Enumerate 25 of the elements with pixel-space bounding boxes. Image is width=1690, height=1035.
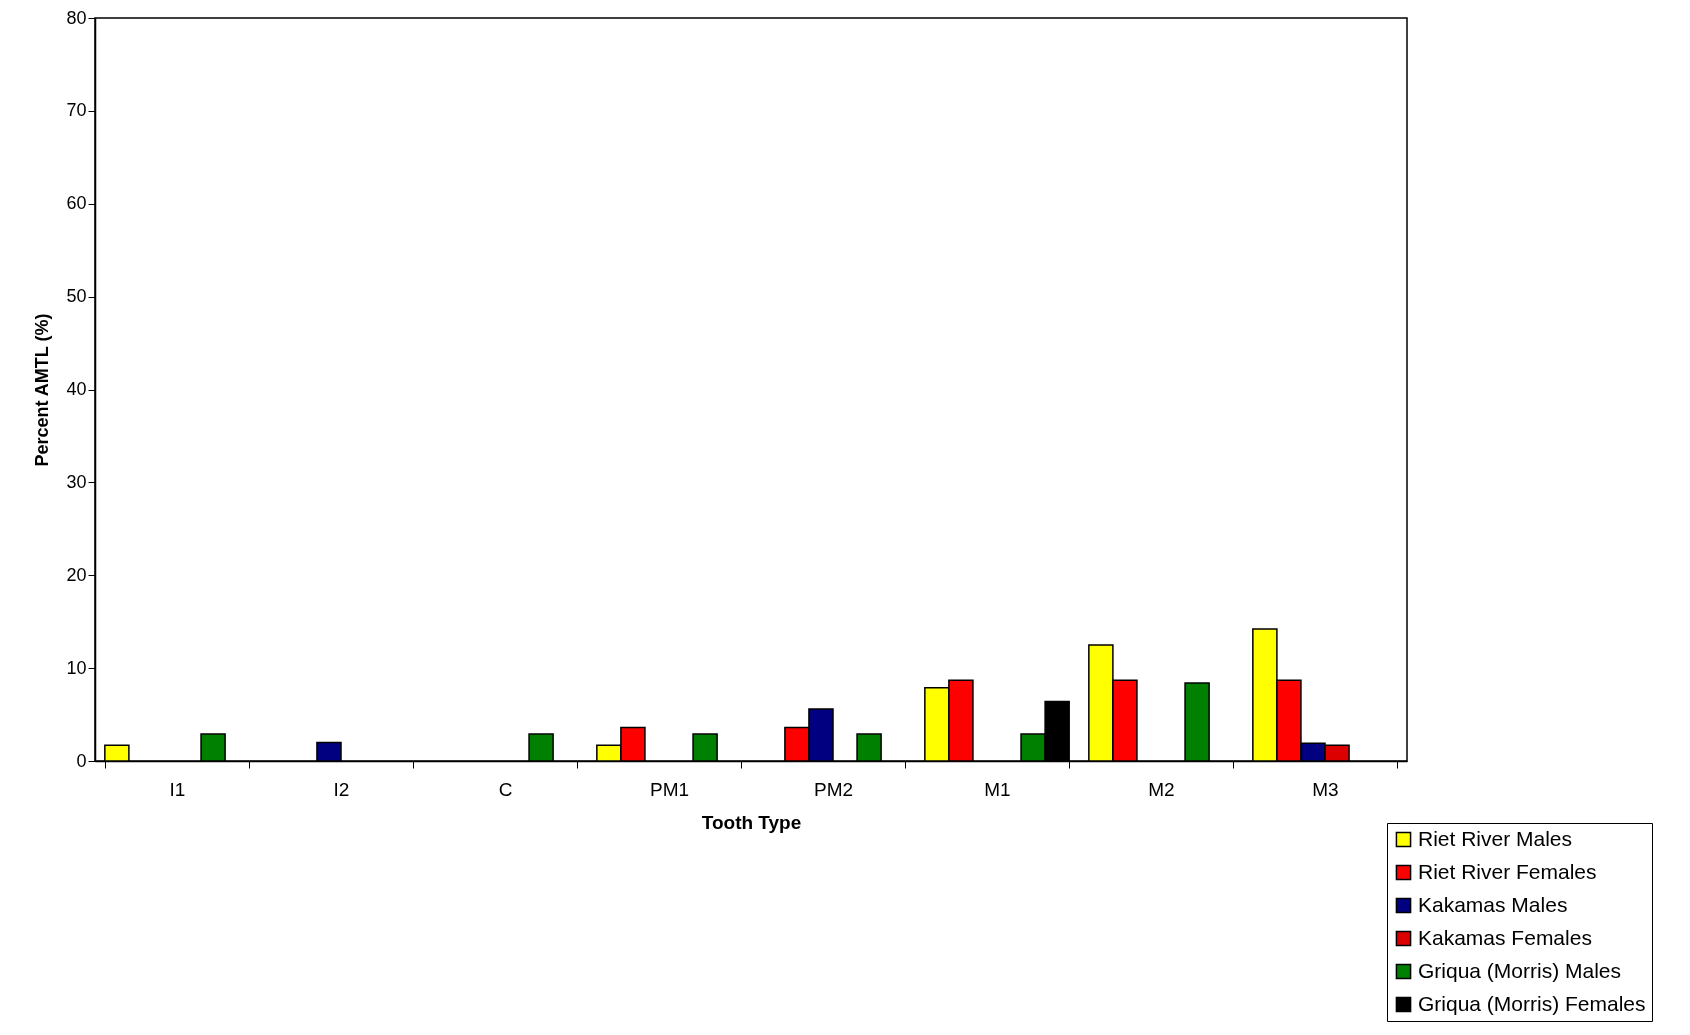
legend-label: Riet River Males (1418, 826, 1573, 850)
legend-label: Riet River Females (1418, 859, 1597, 883)
y-tick-label: 50 (66, 286, 87, 307)
y-tick-label: 80 (66, 7, 87, 28)
y-tick-label: 10 (66, 657, 87, 678)
x-tick-label: M1 (984, 778, 1011, 800)
x-tick-label: C (498, 778, 513, 800)
x-tick-label: M3 (1312, 778, 1339, 800)
x-tick-label: M2 (1148, 778, 1175, 800)
y-axis-title: Percent AMTL (%) (32, 313, 53, 467)
x-axis-title: Tooth Type (701, 811, 802, 833)
y-tick-label: 20 (66, 564, 87, 585)
y-tick-label: 30 (66, 471, 87, 492)
legend-label: Griqua (Morris) Males (1418, 958, 1622, 982)
y-tick-label: 60 (66, 193, 87, 214)
legend-label: Griqua (Morris) Females (1418, 991, 1646, 1015)
x-tick-label: PM2 (813, 778, 854, 800)
x-tick-label: PM1 (649, 778, 690, 800)
y-tick-label: 70 (66, 100, 87, 121)
x-tick-label: I1 (169, 778, 186, 800)
legend-label: Kakamas Males (1418, 892, 1568, 916)
legend-label: Kakamas Females (1418, 925, 1592, 949)
x-tick-label: I2 (333, 778, 350, 800)
y-tick-label: 40 (66, 379, 87, 399)
y-tick-label: 0 (76, 750, 87, 771)
